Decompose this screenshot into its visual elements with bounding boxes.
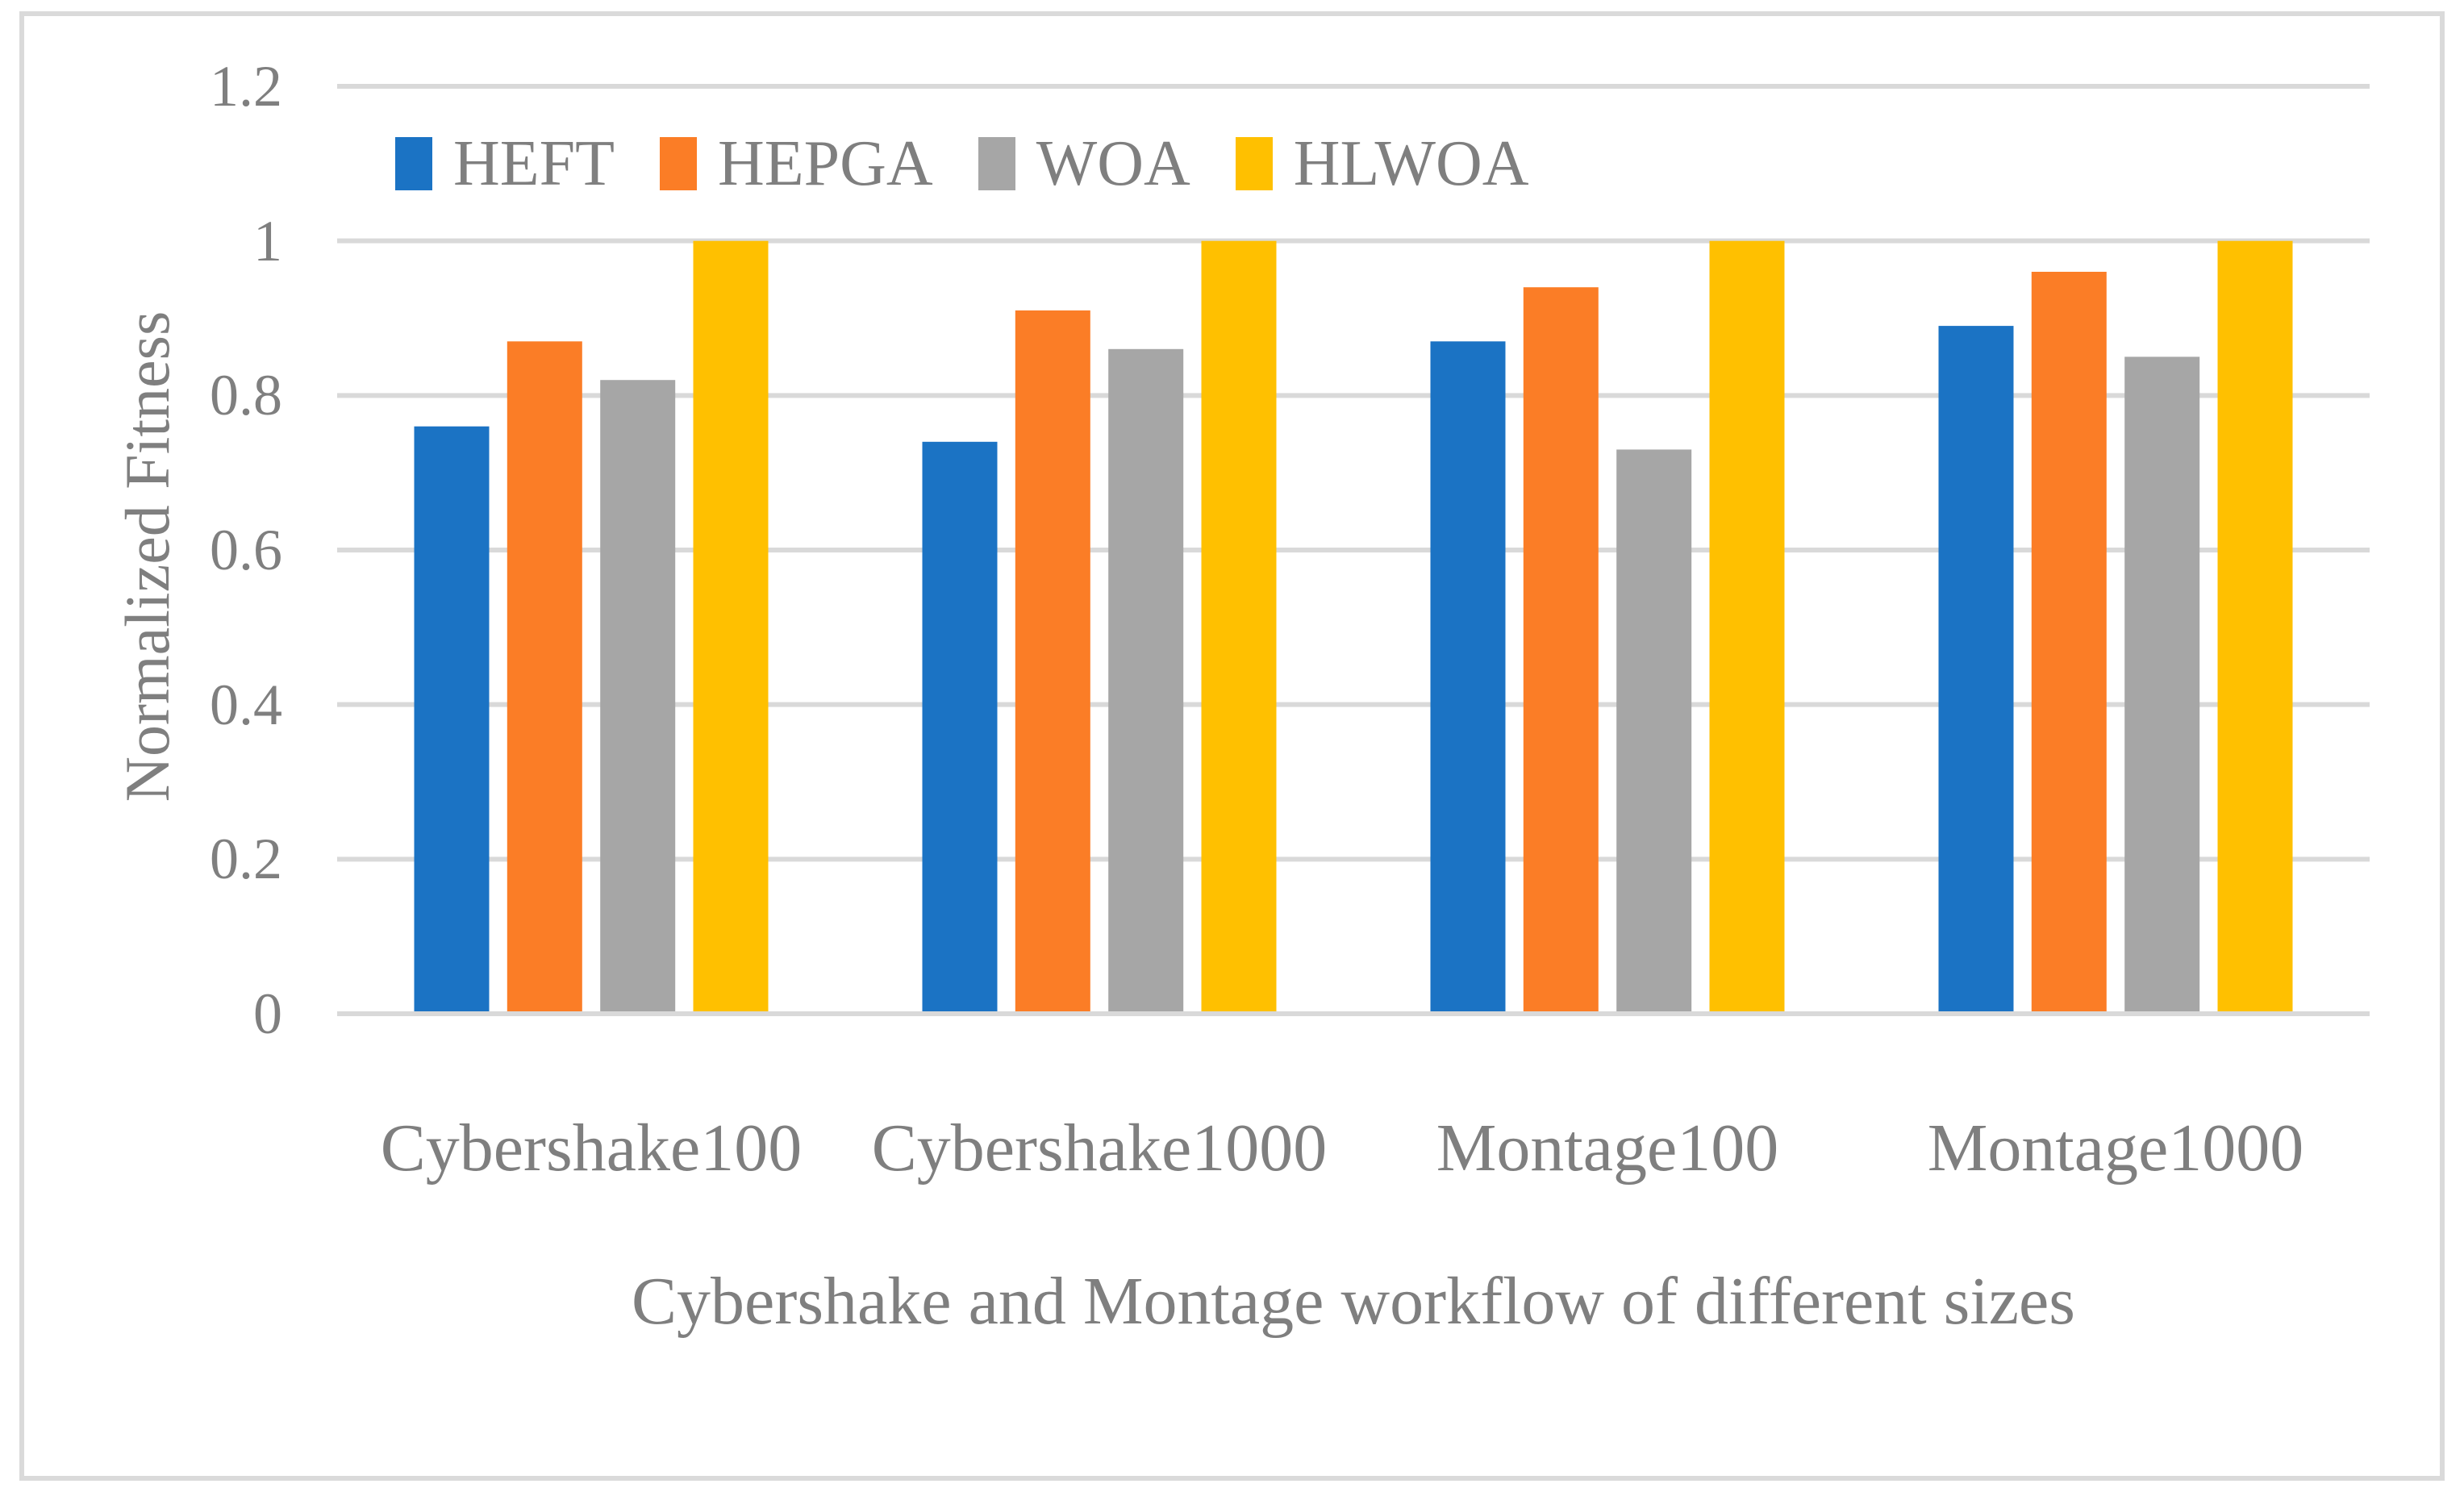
bar-hepga-cybershake1000: [1015, 310, 1090, 1014]
bar-woa-montage1000: [2124, 356, 2200, 1014]
bar-heft-montage1000: [1938, 326, 2014, 1015]
bar-hlwoa-montage1000: [2217, 240, 2293, 1014]
legend: HEFT HEPGA WOA HLWOA: [395, 131, 1529, 196]
bar-heft-cybershake1000: [922, 441, 998, 1014]
x-category-label-montage100: Montage100: [1436, 1111, 1779, 1186]
bar-woa-montage100: [1616, 449, 1692, 1014]
bar-hepga-cybershake100: [507, 341, 582, 1014]
y-tick-label-0.2: 0.2: [210, 827, 282, 892]
bar-heft-cybershake100: [414, 426, 490, 1014]
bar-hepga-montage1000: [2031, 272, 2107, 1014]
legend-item-hepga: HEPGA: [660, 131, 933, 196]
bar-hlwoa-cybershake100: [693, 240, 769, 1014]
legend-item-heft: HEFT: [395, 131, 615, 196]
legend-swatch-woa: [978, 137, 1015, 190]
y-axis-title: Normalized Fitness: [112, 310, 182, 802]
legend-swatch-heft: [395, 137, 432, 190]
bar-heft-montage100: [1430, 341, 1506, 1014]
legend-swatch-hepga: [660, 137, 697, 190]
y-tick-label-0.4: 0.4: [210, 672, 282, 737]
legend-label-hlwoa: HLWOA: [1293, 128, 1529, 199]
legend-swatch-hlwoa: [1235, 137, 1273, 190]
y-tick-label-1.2: 1.2: [210, 54, 282, 119]
bar-woa-cybershake100: [600, 380, 676, 1014]
legend-item-hlwoa: HLWOA: [1235, 128, 1529, 199]
x-category-label-cybershake100: Cybershake100: [380, 1111, 803, 1186]
legend-label-hepga: HEPGA: [718, 128, 933, 199]
y-tick-label-0.6: 0.6: [210, 518, 282, 582]
x-category-label-montage1000: Montage1000: [1927, 1111, 2304, 1186]
x-axis-title: Cybershake and Montage workflow of diffe…: [632, 1264, 2075, 1339]
bar-woa-cybershake1000: [1108, 348, 1184, 1014]
legend-label-woa: WOA: [1036, 128, 1190, 199]
y-tick-label-1: 1: [253, 208, 282, 273]
legend-label-heft: HEFT: [453, 128, 615, 199]
bar-hlwoa-montage100: [1709, 240, 1785, 1014]
legend-item-woa: WOA: [978, 131, 1190, 196]
bar-hepga-montage100: [1523, 287, 1599, 1014]
bar-hlwoa-cybershake1000: [1201, 240, 1277, 1014]
y-tick-label-0.8: 0.8: [210, 363, 282, 428]
y-tick-label-0: 0: [253, 981, 282, 1046]
x-category-label-cybershake1000: Cybershake1000: [871, 1111, 1328, 1186]
